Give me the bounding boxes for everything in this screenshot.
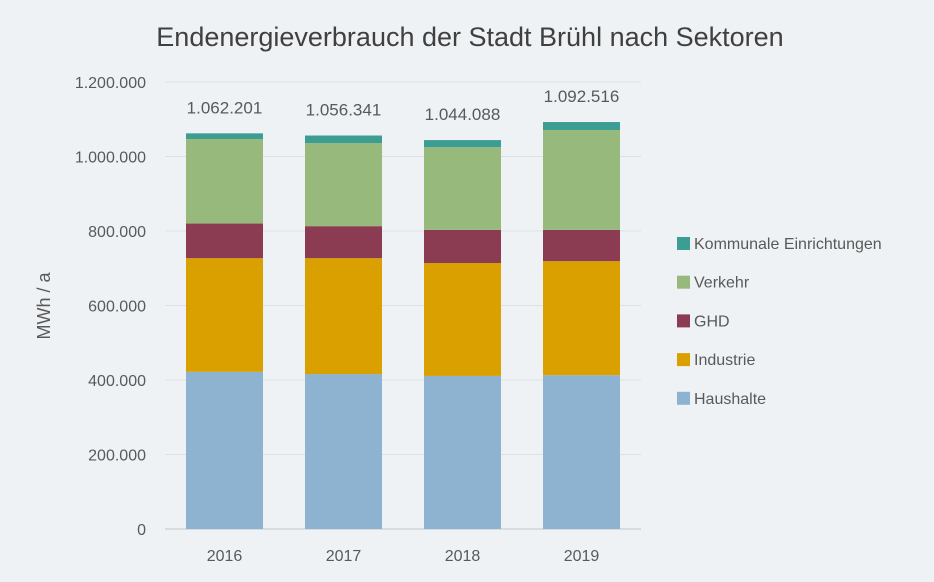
legend-item: Industrie [677, 352, 755, 369]
total-label: 1.056.341 [306, 101, 382, 120]
y-tick-label: 600.000 [88, 299, 146, 316]
legend-label: Industrie [694, 352, 755, 369]
x-axis-ticks: 2016 2017 2018 2019 [207, 548, 600, 565]
legend-swatch [677, 237, 690, 250]
bar-segment-industrie [543, 261, 620, 376]
bar-segment-industrie [424, 263, 501, 376]
total-label: 1.044.088 [425, 105, 501, 124]
bar-segment-ghd [305, 226, 382, 259]
bar-segment-kommunale-einrichtungen [424, 140, 501, 148]
bar-stack-2018 [424, 140, 501, 529]
bar-segment-ghd [543, 229, 620, 262]
bar-stack-2019 [543, 122, 620, 529]
total-label: 1.092.516 [544, 87, 620, 106]
legend-swatch [677, 314, 690, 328]
y-tick-label: 0 [137, 522, 146, 539]
bar-segment-ghd [186, 223, 263, 259]
bar-segment-ghd [424, 229, 501, 264]
bar-segment-kommunale-einrichtungen [543, 122, 620, 131]
y-tick-label: 1.200.000 [75, 75, 146, 92]
y-axis-label: MWh / a [34, 272, 54, 340]
legend-item: Haushalte [677, 391, 766, 408]
bar-segment-industrie [186, 258, 263, 372]
legend-swatch [677, 353, 690, 367]
legend-label: GHD [694, 313, 730, 330]
legend-item: Kommunale Einrichtungen [677, 236, 882, 253]
chart-title: Endenergieverbrauch der Stadt Brühl nach… [156, 22, 783, 52]
legend-label: Haushalte [694, 391, 766, 408]
y-axis-ticks: 0 200.000 400.000 600.000 800.000 1.000.000 1.… [75, 75, 146, 539]
y-tick-label: 400.000 [88, 373, 146, 390]
bars [186, 122, 620, 529]
bar-segment-haushalte [186, 371, 263, 529]
bar-segment-industrie [305, 258, 382, 375]
bar-segment-haushalte [424, 375, 501, 529]
bar-stack-2016 [186, 133, 263, 529]
x-tick-label: 2016 [207, 548, 243, 565]
legend-item: GHD [677, 313, 730, 330]
bar-segment-kommunale-einrichtungen [305, 135, 382, 144]
bar-segment-verkehr [186, 138, 263, 224]
legend-item: Verkehr [677, 275, 750, 292]
legend-label: Kommunale Einrichtungen [694, 236, 882, 253]
x-tick-label: 2018 [445, 548, 481, 565]
x-tick-label: 2017 [326, 548, 362, 565]
bar-segment-kommunale-einrichtungen [186, 133, 263, 139]
legend-swatch [677, 275, 690, 289]
legend: Kommunale Einrichtungen Verkehr GHD Industr… [677, 236, 882, 408]
bar-segment-verkehr [424, 147, 501, 230]
legend-label: Verkehr [694, 275, 750, 292]
total-label: 1.062.201 [187, 98, 263, 117]
bar-segment-haushalte [543, 375, 620, 529]
bar-segment-verkehr [543, 130, 620, 230]
y-tick-label: 800.000 [88, 224, 146, 241]
bar-stack-2017 [305, 135, 382, 529]
bar-segment-verkehr [305, 143, 382, 227]
total-labels: 1.062.201 1.056.341 1.044.088 1.092.516 [187, 87, 620, 124]
x-tick-label: 2019 [564, 548, 600, 565]
y-tick-label: 1.000.000 [75, 150, 146, 167]
legend-swatch [677, 391, 690, 405]
bar-segment-haushalte [305, 374, 382, 529]
y-tick-label: 200.000 [88, 448, 146, 465]
